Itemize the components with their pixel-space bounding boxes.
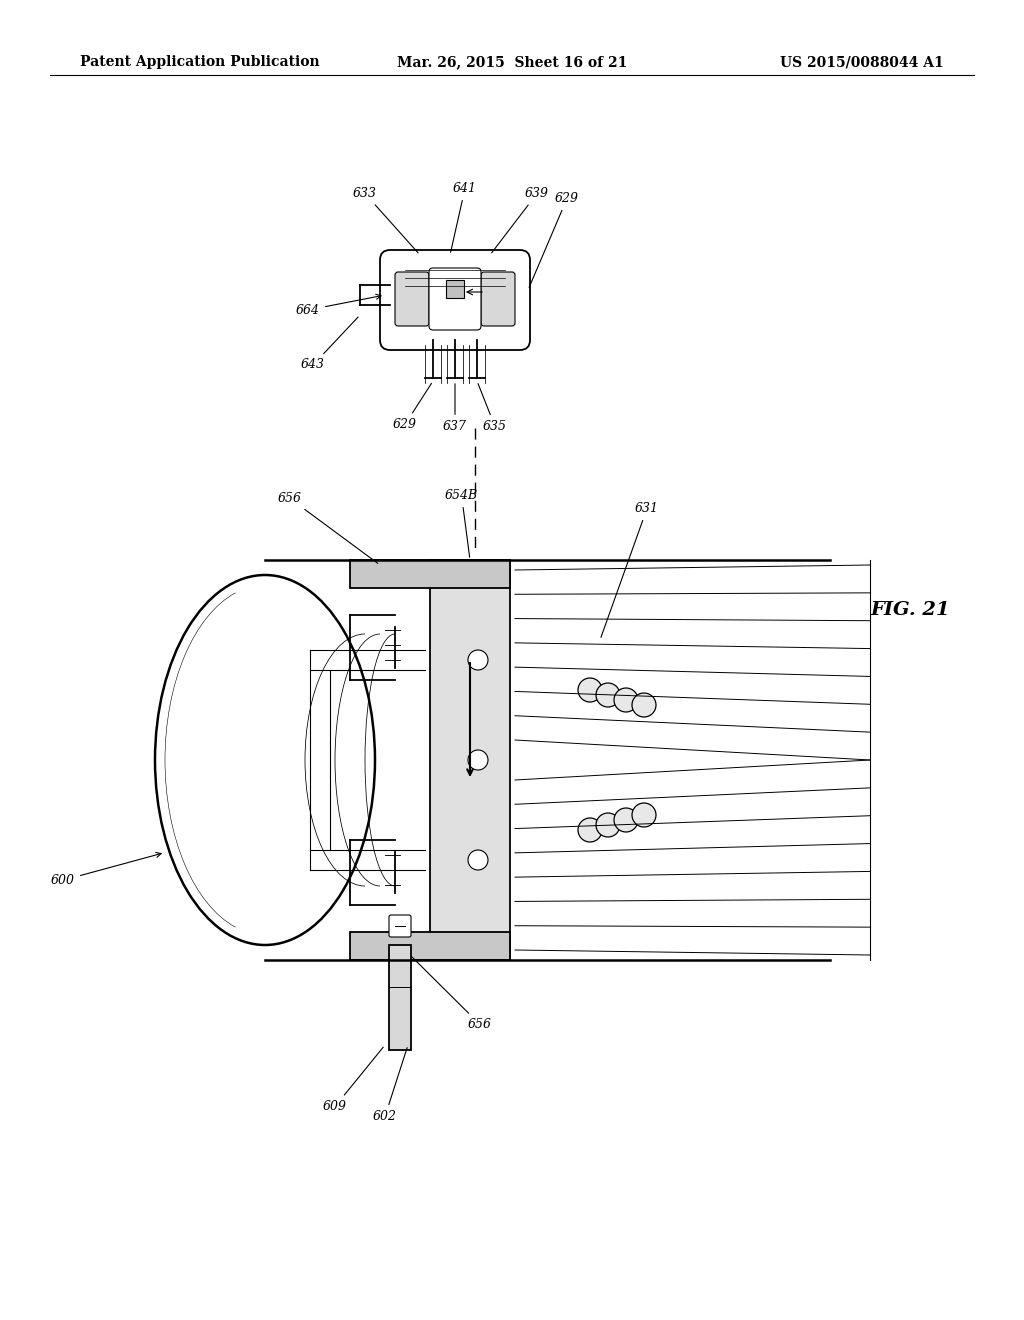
Circle shape: [596, 813, 620, 837]
Text: 664: 664: [296, 294, 381, 317]
Circle shape: [468, 649, 488, 671]
Text: 633: 633: [353, 187, 418, 253]
Bar: [389, 945, 411, 1049]
Circle shape: [468, 850, 488, 870]
Text: FIG. 21: FIG. 21: [870, 601, 949, 619]
FancyBboxPatch shape: [389, 915, 411, 937]
Circle shape: [578, 818, 602, 842]
FancyBboxPatch shape: [481, 272, 515, 326]
FancyBboxPatch shape: [395, 272, 429, 326]
Circle shape: [614, 808, 638, 832]
Ellipse shape: [155, 576, 375, 945]
Text: 600: 600: [51, 853, 161, 887]
Text: 629: 629: [393, 383, 431, 432]
Circle shape: [468, 750, 488, 770]
Bar: [350, 932, 510, 960]
Text: US 2015/0088044 A1: US 2015/0088044 A1: [780, 55, 944, 69]
Circle shape: [596, 682, 620, 708]
Text: 656: 656: [278, 492, 378, 564]
Circle shape: [632, 803, 656, 828]
Text: 635: 635: [478, 384, 507, 433]
Bar: [430, 560, 510, 960]
Text: 609: 609: [323, 1047, 383, 1113]
Text: 637: 637: [443, 384, 467, 433]
Text: 639: 639: [492, 187, 549, 253]
Text: 654B: 654B: [445, 488, 478, 557]
Text: Mar. 26, 2015  Sheet 16 of 21: Mar. 26, 2015 Sheet 16 of 21: [397, 55, 627, 69]
Circle shape: [632, 693, 656, 717]
Text: Patent Application Publication: Patent Application Publication: [80, 55, 319, 69]
Circle shape: [614, 688, 638, 711]
Circle shape: [578, 678, 602, 702]
FancyBboxPatch shape: [380, 249, 530, 350]
Bar: [446, 280, 464, 298]
Text: 643: 643: [301, 317, 358, 371]
Text: 631: 631: [601, 502, 659, 638]
Text: 629: 629: [529, 191, 579, 288]
FancyBboxPatch shape: [429, 268, 481, 330]
Text: 656: 656: [412, 957, 492, 1031]
Text: 602: 602: [373, 1048, 408, 1123]
Bar: [350, 560, 510, 587]
Text: 641: 641: [451, 182, 477, 252]
